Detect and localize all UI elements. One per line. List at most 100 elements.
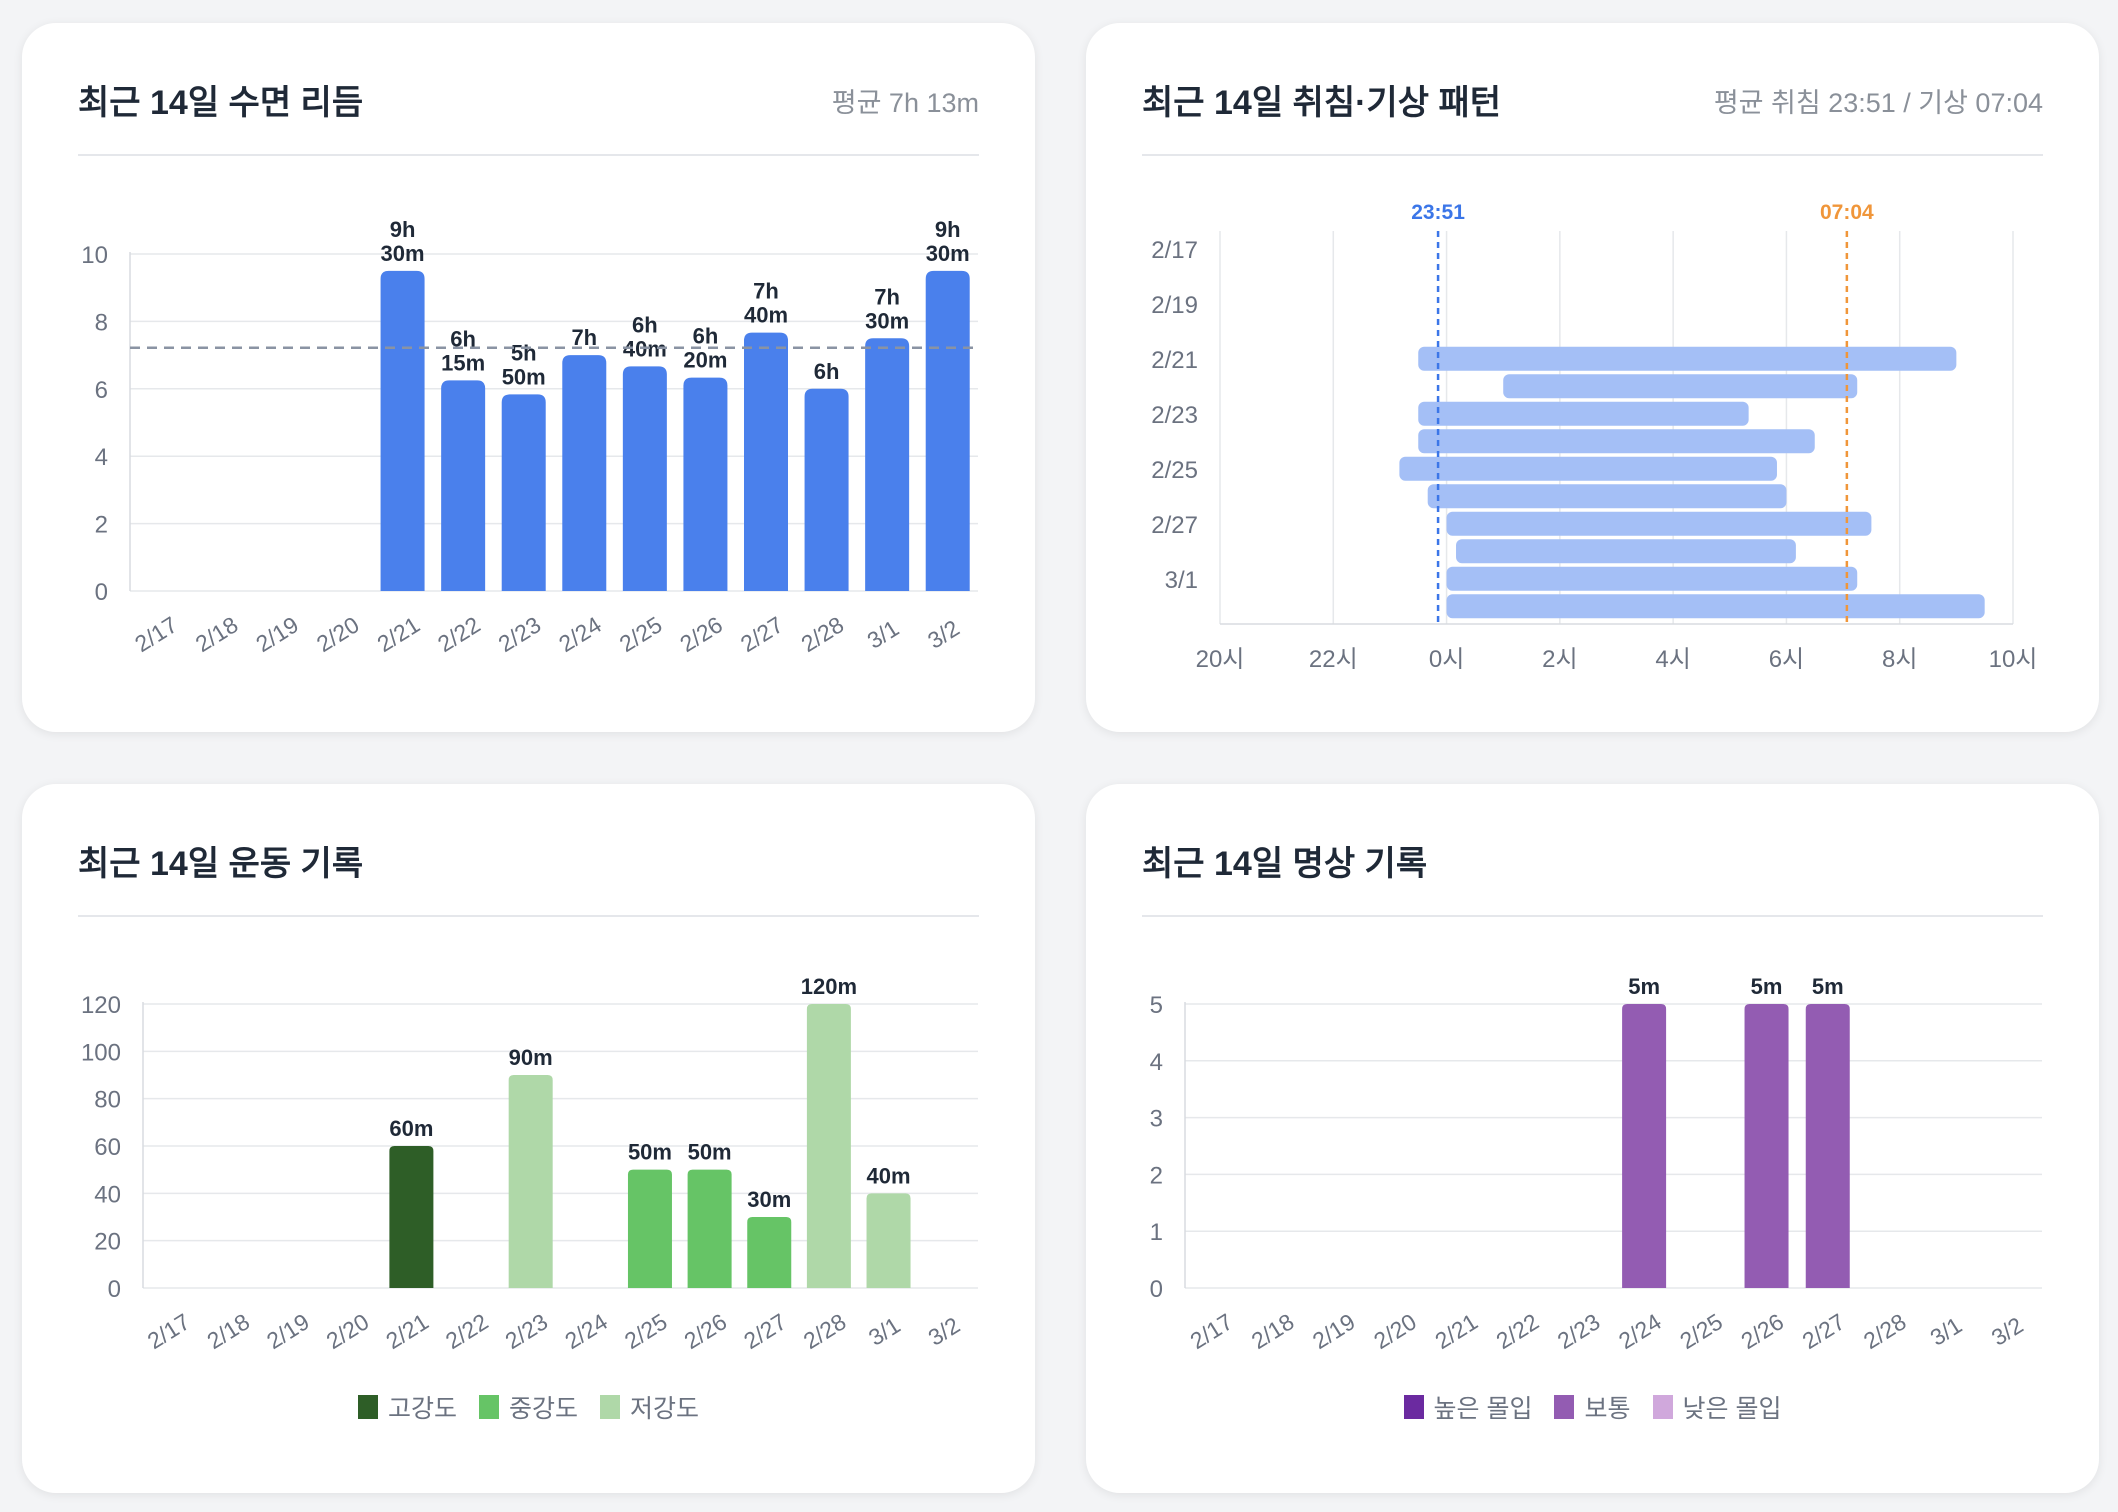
legend-item-high-focus: 높은 몰입 <box>1403 1389 1532 1425</box>
x-tick-label: 2/27 <box>1798 1308 1850 1354</box>
sleep-card-title: 최근 14일 수면 리듬 <box>78 84 364 122</box>
y-tick-label: 80 <box>94 1087 121 1114</box>
y-tick-label: 2 <box>1150 1162 1163 1189</box>
bed-wake-pattern-card: 최근 14일 취침·기상 패턴 평균 취침 23:51 / 기상 07:04 2… <box>1086 23 2099 732</box>
bar <box>865 338 910 591</box>
x-tick-label: 2/27 <box>736 611 788 657</box>
legend-swatch-normal <box>1554 1395 1575 1419</box>
legend-label-low-focus: 낮은 몰입 <box>1682 1395 1782 1423</box>
y-tick-label: 2/21 <box>1151 347 1198 374</box>
bar-data-label: 30m <box>865 308 909 333</box>
x-tick-label: 2/17 <box>143 1308 195 1354</box>
x-tick-label: 2/19 <box>262 1308 314 1354</box>
y-tick-label: 3 <box>1150 1106 1163 1133</box>
x-tick-label: 3/2 <box>923 615 964 654</box>
y-tick-label: 100 <box>81 1039 121 1066</box>
bar-data-label: 30m <box>381 241 425 266</box>
x-tick-label: 2/26 <box>679 1308 731 1354</box>
bar-data-label: 40m <box>744 303 788 328</box>
x-tick-label: 2/17 <box>130 611 182 657</box>
sleep-range-bar <box>1418 346 1957 371</box>
pattern-card-title: 최근 14일 취침·기상 패턴 <box>1142 84 1501 122</box>
y-tick-label: 6 <box>95 377 108 404</box>
x-tick-label: 2/25 <box>615 611 667 657</box>
sleep-average-summary: 평균 7h 13m <box>831 88 979 118</box>
bar <box>627 1169 672 1288</box>
legend-item-normal: 보통 <box>1554 1389 1631 1425</box>
bar-data-label: 50m <box>688 1140 732 1165</box>
exercise-legend: 고강도 중강도 저강도 <box>22 1389 1035 1425</box>
legend-item-low: 저강도 <box>600 1389 699 1425</box>
x-tick-label: 2/17 <box>1185 1308 1237 1354</box>
x-tick-label: 2/21 <box>381 1308 433 1354</box>
bar-data-label: 50m <box>502 364 546 389</box>
y-tick-label: 120 <box>81 992 121 1019</box>
bar-data-label: 15m <box>441 350 485 375</box>
legend-label-normal: 보통 <box>1584 1395 1631 1423</box>
exercise-bar-chart: 0 20 40 60 80 100 120 2/17 2/18 2/19 2/20 2/21 60m 2/… <box>81 974 978 1354</box>
legend-item-low-focus: 낮은 몰입 <box>1652 1389 1782 1425</box>
legend-swatch-high <box>357 1395 378 1419</box>
x-tick-label: 20시 <box>1196 646 1245 673</box>
sleep-card-divider <box>78 154 979 156</box>
x-tick-label: 2/21 <box>372 611 424 657</box>
x-tick-label: 2/21 <box>1430 1308 1482 1354</box>
x-tick-label: 2/18 <box>191 611 243 657</box>
bar-data-label: 5m <box>1628 974 1660 999</box>
y-tick-label: 10 <box>81 242 108 269</box>
pattern-card-divider <box>1142 154 2043 156</box>
bed-wake-range-chart: 20시 22시 0시 2시 4시 6시 8시 10시 2/17 2/19 2/21 2/23 2/25 2… <box>1151 201 2037 673</box>
x-tick-label: 2/23 <box>494 611 546 657</box>
y-tick-label: 2 <box>95 512 108 539</box>
bar <box>622 366 667 591</box>
avg-bedtime-label: 23:51 <box>1411 201 1465 224</box>
y-tick-label: 4 <box>1150 1049 1163 1076</box>
x-tick-label: 22시 <box>1309 646 1358 673</box>
meditation-bar-chart: 0 1 2 3 4 5 2/17 2/18 2/19 2/20 2/21 2/22 2/23 2/24 5m… <box>1150 974 2042 1354</box>
bar <box>804 388 849 591</box>
x-tick-label: 2/18 <box>202 1308 254 1354</box>
x-tick-label: 2/20 <box>322 1308 374 1354</box>
bar-data-label: 9h <box>935 217 961 242</box>
y-tick-label: 2/27 <box>1151 512 1198 539</box>
bar <box>687 1169 732 1288</box>
bar <box>806 1004 851 1288</box>
x-tick-label: 2/28 <box>799 1308 851 1354</box>
bar-data-label: 30m <box>747 1187 791 1212</box>
bar <box>380 270 425 591</box>
x-tick-label: 2/24 <box>1614 1308 1666 1354</box>
legend-swatch-low-focus <box>1652 1395 1673 1419</box>
bar-data-label: 30m <box>926 241 970 266</box>
x-tick-label: 8시 <box>1882 646 1917 673</box>
y-tick-label: 0 <box>95 579 108 606</box>
x-tick-label: 2/19 <box>251 611 303 657</box>
x-tick-label: 2/23 <box>501 1308 553 1354</box>
bar-data-label: 90m <box>509 1045 553 1070</box>
y-tick-label: 4 <box>95 444 108 471</box>
legend-item-high: 고강도 <box>357 1389 457 1425</box>
y-tick-label: 5 <box>1150 992 1163 1019</box>
x-tick-label: 6시 <box>1769 646 1804 673</box>
bar-data-label: 7h <box>753 279 779 304</box>
meditation-card: 최근 14일 명상 기록 0 1 2 3 4 5 2/17 2/18 2/19 2/20 2/21 2… <box>1086 784 2099 1493</box>
x-tick-label: 3/2 <box>923 1312 964 1351</box>
exercise-card-divider <box>78 915 979 917</box>
x-tick-label: 2/25 <box>620 1308 672 1354</box>
y-tick-label: 40 <box>94 1181 121 1208</box>
x-tick-label: 2/25 <box>1675 1308 1727 1354</box>
y-tick-label: 0 <box>108 1276 121 1303</box>
bar-data-label: 60m <box>389 1116 433 1141</box>
sleep-range-bar <box>1446 511 1872 536</box>
bar <box>1805 1004 1850 1288</box>
meditation-legend: 높은 몰입 보통 낮은 몰입 <box>1086 1389 2099 1425</box>
x-tick-label: 3/2 <box>1987 1312 2028 1351</box>
legend-label-high: 고강도 <box>387 1395 457 1423</box>
sleep-range-bar <box>1418 429 1815 454</box>
y-tick-label: 60 <box>94 1134 121 1161</box>
y-tick-label: 2/23 <box>1151 402 1198 429</box>
y-tick-label: 3/1 <box>1165 567 1198 594</box>
x-tick-label: 2/22 <box>441 1308 493 1354</box>
bar-data-label: 50m <box>628 1140 672 1165</box>
y-tick-label: 20 <box>94 1229 121 1256</box>
x-tick-label: 3/1 <box>1925 1312 1966 1351</box>
